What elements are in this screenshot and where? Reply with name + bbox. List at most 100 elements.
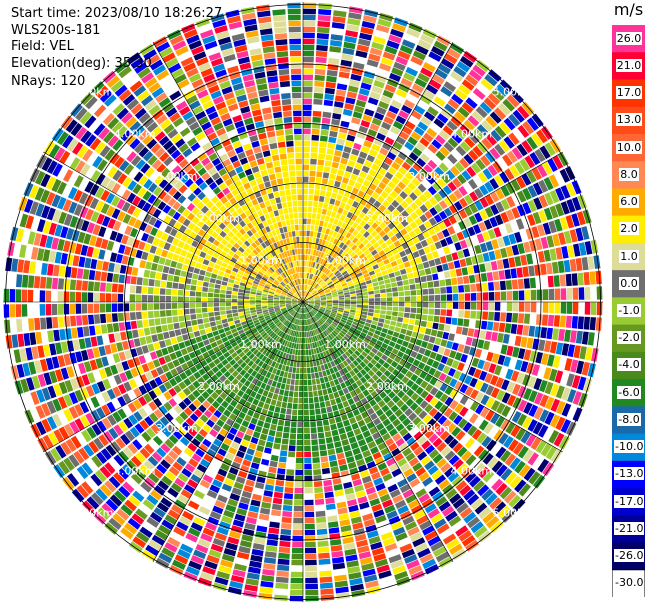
velocity-gate xyxy=(330,539,342,546)
velocity-gate xyxy=(436,458,448,469)
velocity-gate xyxy=(384,45,398,55)
velocity-gate xyxy=(241,420,250,428)
velocity-gate xyxy=(118,351,127,362)
velocity-gate xyxy=(339,321,346,326)
velocity-gate xyxy=(480,407,490,418)
velocity-gate xyxy=(315,177,322,184)
velocity-gate xyxy=(279,456,287,463)
velocity-gate xyxy=(383,226,391,234)
velocity-gate xyxy=(160,459,171,470)
velocity-gate xyxy=(341,222,348,229)
velocity-gate xyxy=(132,207,142,218)
velocity-gate xyxy=(309,255,313,261)
velocity-gate xyxy=(512,383,521,396)
velocity-gate xyxy=(325,269,331,276)
velocity-gate xyxy=(246,266,253,272)
velocity-gate xyxy=(29,261,36,274)
velocity-gate xyxy=(78,362,87,375)
velocity-gate xyxy=(447,261,455,270)
velocity-gate xyxy=(409,402,419,411)
velocity-gate xyxy=(369,412,378,421)
velocity-gate xyxy=(396,258,403,265)
velocity-gate xyxy=(317,312,322,317)
velocity-gate xyxy=(512,302,519,312)
velocity-gate xyxy=(395,322,403,328)
velocity-gate xyxy=(388,382,397,390)
velocity-gate xyxy=(292,403,298,410)
velocity-gate xyxy=(345,372,352,380)
velocity-gate xyxy=(310,158,317,165)
velocity-gate xyxy=(342,285,348,289)
velocity-gate xyxy=(282,377,287,384)
velocity-gate xyxy=(98,368,107,380)
velocity-gate xyxy=(232,309,238,314)
velocity-gate xyxy=(316,516,327,523)
velocity-gate xyxy=(65,119,78,133)
velocity-gate xyxy=(317,15,331,22)
velocity-gate xyxy=(571,316,578,329)
velocity-gate xyxy=(490,375,499,386)
velocity-gate xyxy=(446,294,453,301)
velocity-gate xyxy=(478,466,490,479)
velocity-gate xyxy=(379,391,387,399)
velocity-gate xyxy=(264,447,272,454)
velocity-gate xyxy=(563,230,572,244)
velocity-gate xyxy=(183,378,192,387)
velocity-gate xyxy=(371,222,379,230)
velocity-gate xyxy=(409,284,416,290)
velocity-gate xyxy=(462,229,470,239)
velocity-gate xyxy=(139,374,148,384)
velocity-gate xyxy=(314,303,321,306)
velocity-gate xyxy=(444,396,454,407)
velocity-gate xyxy=(472,128,484,140)
velocity-gate xyxy=(279,297,286,300)
velocity-gate xyxy=(157,190,167,200)
velocity-gate xyxy=(348,377,355,385)
velocity-gate xyxy=(141,345,149,354)
velocity-gate xyxy=(312,282,317,288)
velocity-gate xyxy=(311,274,315,280)
velocity-gate xyxy=(375,172,384,181)
velocity-gate xyxy=(117,312,124,322)
velocity-gate xyxy=(158,257,166,265)
velocity-gate xyxy=(360,82,372,91)
velocity-gate xyxy=(320,304,327,307)
velocity-gate xyxy=(153,507,166,518)
velocity-gate xyxy=(147,295,154,302)
velocity-gate xyxy=(316,165,324,172)
velocity-gate xyxy=(220,285,227,290)
velocity-gate xyxy=(203,409,213,419)
velocity-gate xyxy=(313,306,319,310)
velocity-gate xyxy=(291,302,298,304)
velocity-gate xyxy=(337,274,343,279)
velocity-gate xyxy=(213,346,220,353)
velocity-gate xyxy=(91,492,104,506)
velocity-gate xyxy=(29,201,39,215)
velocity-gate xyxy=(307,379,312,386)
velocity-gate xyxy=(319,570,332,577)
velocity-gate xyxy=(260,580,274,588)
velocity-gate xyxy=(459,124,471,136)
velocity-gate xyxy=(163,391,172,401)
velocity-gate xyxy=(159,295,166,302)
velocity-gate xyxy=(333,320,339,325)
velocity-gate xyxy=(415,353,423,361)
velocity-gate xyxy=(337,507,348,515)
velocity-gate xyxy=(303,320,305,326)
velocity-gate xyxy=(248,423,256,431)
velocity-gate xyxy=(314,305,320,309)
velocity-gate xyxy=(237,295,244,299)
velocity-gate xyxy=(319,309,325,313)
velocity-gate xyxy=(231,487,242,496)
velocity-gate xyxy=(106,401,116,413)
velocity-gate xyxy=(290,427,297,434)
velocity-gate xyxy=(335,397,342,404)
velocity-gate xyxy=(377,276,384,282)
velocity-gate xyxy=(493,227,502,238)
velocity-gate xyxy=(159,416,170,427)
velocity-gate xyxy=(238,411,246,420)
velocity-gate xyxy=(198,506,211,516)
velocity-gate xyxy=(358,88,370,96)
velocity-gate xyxy=(219,298,226,302)
velocity-gate xyxy=(424,460,435,471)
